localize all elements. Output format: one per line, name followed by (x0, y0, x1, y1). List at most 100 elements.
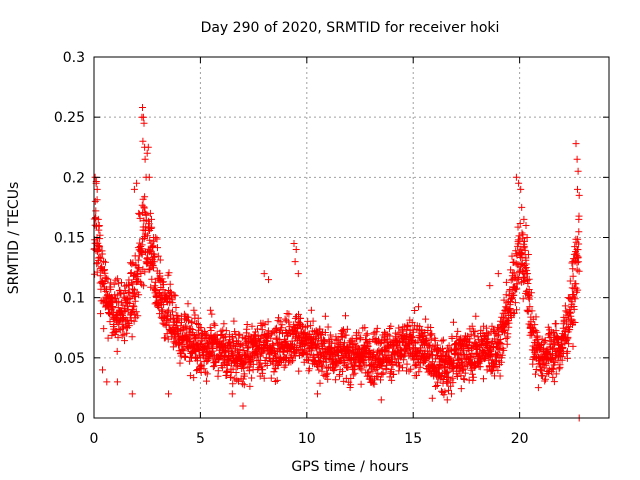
data-point (409, 328, 417, 336)
data-point (239, 375, 247, 383)
data-point (186, 357, 194, 365)
data-point (463, 351, 471, 358)
data-point (373, 373, 381, 381)
data-point (203, 370, 211, 378)
data-point (381, 347, 389, 354)
data-point (536, 342, 544, 350)
data-point (163, 330, 171, 338)
data-point (443, 396, 451, 404)
data-point (349, 341, 357, 348)
data-point (469, 370, 476, 378)
data-point (356, 364, 364, 372)
data-point (261, 321, 269, 329)
data-point (569, 258, 577, 266)
data-point (450, 318, 457, 326)
data-point (128, 309, 135, 317)
data-point (140, 282, 148, 290)
data-point (290, 240, 298, 247)
data-point (121, 337, 128, 345)
data-point (507, 314, 515, 322)
data-point (569, 265, 577, 273)
data-point (197, 324, 205, 332)
data-point (141, 268, 149, 276)
data-point (114, 297, 122, 305)
data-point (315, 366, 323, 374)
data-point (459, 337, 467, 345)
data-point (541, 336, 549, 344)
data-point (135, 264, 143, 272)
data-point (295, 310, 302, 318)
x-tick-label: 5 (196, 431, 205, 447)
data-point (413, 372, 420, 379)
data-point (302, 350, 310, 358)
data-point (440, 372, 448, 380)
data-point (522, 260, 530, 268)
data-point (463, 362, 471, 370)
data-point (187, 325, 195, 333)
data-point (495, 338, 503, 346)
data-point (165, 306, 173, 314)
data-point (386, 332, 394, 340)
data-point (442, 369, 450, 377)
data-point (307, 306, 315, 314)
data-point (278, 321, 286, 329)
data-point (470, 332, 478, 340)
data-point (102, 274, 110, 282)
data-point (258, 326, 266, 334)
data-point (158, 306, 166, 314)
data-point (513, 280, 521, 288)
x-tick-label: 10 (298, 431, 316, 447)
data-point (525, 275, 533, 283)
data-point (128, 390, 136, 398)
data-point (219, 337, 227, 345)
data-point (306, 322, 314, 330)
data-point (516, 220, 524, 227)
data-point (209, 347, 217, 355)
data-point (228, 390, 236, 398)
data-point (369, 379, 377, 387)
data-point (407, 365, 415, 373)
data-point (574, 185, 581, 193)
data-point (405, 367, 413, 375)
data-point (248, 322, 256, 330)
data-point (160, 281, 167, 289)
data-point (377, 396, 385, 404)
data-point (569, 272, 577, 280)
data-point (160, 301, 168, 309)
data-point (395, 367, 403, 375)
data-point (148, 215, 155, 223)
data-point (204, 357, 212, 365)
data-point (575, 240, 583, 248)
data-point (163, 316, 171, 324)
data-point (512, 173, 520, 181)
data-point (453, 332, 461, 340)
data-point (508, 252, 516, 260)
data-point (461, 369, 469, 377)
data-point (113, 378, 121, 386)
data-point (321, 336, 329, 344)
data-point (469, 376, 477, 384)
data-point (143, 149, 151, 157)
data-point (558, 340, 566, 348)
data-point (568, 298, 576, 306)
data-point (151, 282, 159, 290)
data-point (129, 280, 137, 288)
data-point (377, 376, 384, 384)
data-point (523, 306, 531, 314)
data-point (386, 369, 394, 377)
data-point (480, 375, 487, 383)
data-point (263, 362, 271, 369)
data-point (178, 318, 185, 326)
data-point (570, 293, 578, 301)
data-point (114, 275, 122, 283)
data-point (512, 247, 520, 255)
data-point (152, 278, 160, 286)
data-point (190, 374, 198, 382)
data-point (458, 361, 466, 369)
data-point (321, 312, 329, 320)
data-point (494, 366, 502, 374)
data-point (534, 384, 542, 392)
data-point (363, 330, 371, 338)
data-point (208, 310, 216, 318)
data-point (267, 374, 275, 382)
